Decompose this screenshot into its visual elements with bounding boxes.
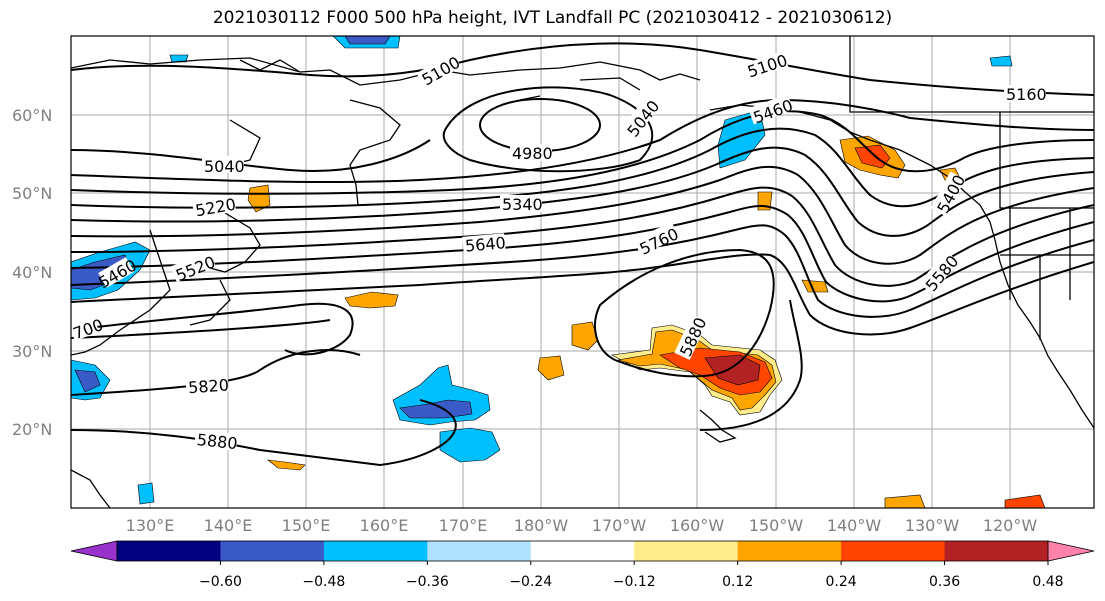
lat-tick-label: 40°N (12, 263, 52, 282)
lon-tick-label: 140°W (827, 516, 882, 535)
contour-label: 5040 (204, 157, 245, 176)
lon-tick-label: 160°W (670, 516, 725, 535)
colorbar-tick-label: 0.48 (1032, 574, 1063, 590)
colorbar-frame (116, 540, 1049, 562)
height-contours (71, 42, 1094, 467)
coastlines (71, 36, 1094, 508)
lon-tick-label: 140°E (204, 516, 253, 535)
colorbar-extend-max (1047, 540, 1095, 562)
contour-label: 5160 (1006, 85, 1047, 104)
lat-tick-label: 60°N (12, 106, 52, 125)
lat-tick-label: 50°N (12, 184, 52, 203)
colorbar-tick-label: −0.12 (613, 574, 656, 590)
colorbar: −0.60 −0.48 −0.36 −0.24 −0.12 0.12 0.24 0.36 0.4… (70, 540, 1095, 590)
map-frame (70, 35, 1095, 509)
colorbar-segment (530, 541, 635, 561)
colorbar-segment (737, 541, 842, 561)
contour-label: 5640 (464, 233, 506, 255)
longitude-labels: 130°E 140°E 150°E 160°E 170°E 180°W 170°… (126, 516, 1038, 535)
ivt-positive-shading (247, 135, 1046, 508)
lon-tick-label: 130°W (905, 516, 960, 535)
lon-tick-label: 150°W (749, 516, 804, 535)
colorbar-segment (220, 541, 325, 561)
colorbar-segment (323, 541, 428, 561)
lon-tick-label: 180°W (514, 516, 569, 535)
colorbar-segment (841, 541, 946, 561)
colorbar-extend-min (70, 540, 118, 562)
lat-tick-label: 30°N (12, 342, 52, 361)
colorbar-tick-label: −0.60 (199, 574, 242, 590)
colorbar-segment (117, 541, 221, 561)
lon-tick-label: 170°W (592, 516, 647, 535)
lon-tick-label: 160°E (360, 516, 409, 535)
colorbar-tick-label: 0.24 (826, 574, 857, 590)
colorbar-tick-label: −0.48 (302, 574, 345, 590)
lon-tick-label: 120°W (983, 516, 1038, 535)
colorbar-tick-label: −0.24 (509, 574, 552, 590)
lat-tick-label: 20°N (12, 420, 52, 439)
colorbar-segment (427, 541, 532, 561)
lon-tick-label: 150°E (282, 516, 331, 535)
contour-label: 4980 (512, 144, 553, 163)
figure-title: 2021030112 F000 500 hPa height, IVT Land… (212, 8, 893, 28)
lon-tick-label: 130°E (126, 516, 175, 535)
colorbar-tick-label: 0.36 (929, 574, 960, 590)
contour-label: 5880 (196, 430, 238, 453)
latitude-labels: 20°N 30°N 40°N 50°N 60°N (12, 106, 52, 439)
colorbar-tick-label: 0.12 (722, 574, 753, 590)
colorbar-tick-label: −0.36 (406, 574, 449, 590)
contour-label: 5820 (188, 376, 230, 398)
lon-tick-label: 170°E (439, 516, 488, 535)
contour-label: 5340 (502, 195, 543, 214)
colorbar-segment (944, 541, 1049, 561)
colorbar-segment (634, 541, 739, 561)
